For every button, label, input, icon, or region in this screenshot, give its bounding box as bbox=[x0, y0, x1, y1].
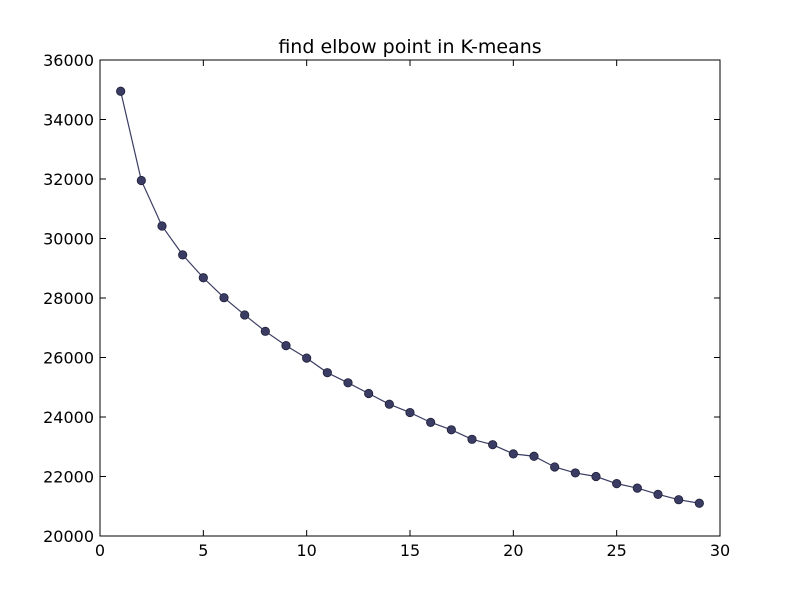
data-point bbox=[591, 471, 601, 482]
data-point bbox=[384, 399, 394, 409]
data-point bbox=[405, 407, 415, 418]
x-tick-label: 0 bbox=[95, 541, 105, 560]
plot-area: 0 5 10 15 20 25 30 20000 22000 24000 26000 28000 300… bbox=[43, 51, 730, 560]
axes-frame bbox=[99, 59, 721, 537]
data-point bbox=[632, 483, 642, 493]
y-tick-label: 34000 bbox=[43, 111, 94, 130]
data-point bbox=[612, 479, 622, 489]
data-point bbox=[178, 250, 188, 260]
series-line bbox=[120, 91, 700, 504]
data-point bbox=[240, 310, 250, 320]
data-point bbox=[570, 468, 580, 478]
y-tick-label: 32000 bbox=[43, 170, 94, 189]
data-point bbox=[674, 495, 684, 505]
y-tick-label: 24000 bbox=[43, 408, 94, 427]
data-point bbox=[260, 326, 270, 336]
data-point bbox=[529, 451, 539, 461]
y-tick-label: 22000 bbox=[43, 468, 94, 487]
data-point bbox=[302, 353, 312, 363]
data-point bbox=[198, 273, 208, 283]
data-point bbox=[488, 440, 498, 450]
x-tick-label: 20 bbox=[503, 541, 523, 560]
x-tick-label: 5 bbox=[198, 541, 208, 560]
data-point bbox=[281, 340, 291, 351]
data-point bbox=[550, 462, 560, 472]
x-tick-label: 25 bbox=[606, 541, 626, 560]
data-point bbox=[219, 293, 229, 303]
data-point bbox=[364, 388, 374, 399]
y-tick-label: 26000 bbox=[43, 349, 94, 368]
y-tick-label: 20000 bbox=[43, 527, 94, 546]
y-tick-label: 30000 bbox=[43, 230, 94, 249]
x-tick-label: 10 bbox=[296, 541, 316, 560]
y-tick-label: 28000 bbox=[43, 289, 94, 308]
data-point bbox=[467, 434, 477, 444]
data-point bbox=[157, 221, 167, 231]
data-point bbox=[508, 449, 518, 459]
data-point bbox=[343, 378, 353, 388]
data-point bbox=[653, 489, 663, 499]
chart-title: find elbow point in K-means bbox=[278, 36, 541, 58]
y-tick-label: 36000 bbox=[43, 51, 94, 70]
x-tick-label: 30 bbox=[710, 541, 730, 560]
x-tick-label: 15 bbox=[400, 541, 420, 560]
data-point bbox=[116, 86, 126, 96]
data-point bbox=[694, 498, 704, 508]
data-point bbox=[136, 175, 146, 186]
data-point bbox=[446, 425, 456, 435]
data-point bbox=[426, 417, 436, 427]
data-point bbox=[322, 368, 332, 378]
